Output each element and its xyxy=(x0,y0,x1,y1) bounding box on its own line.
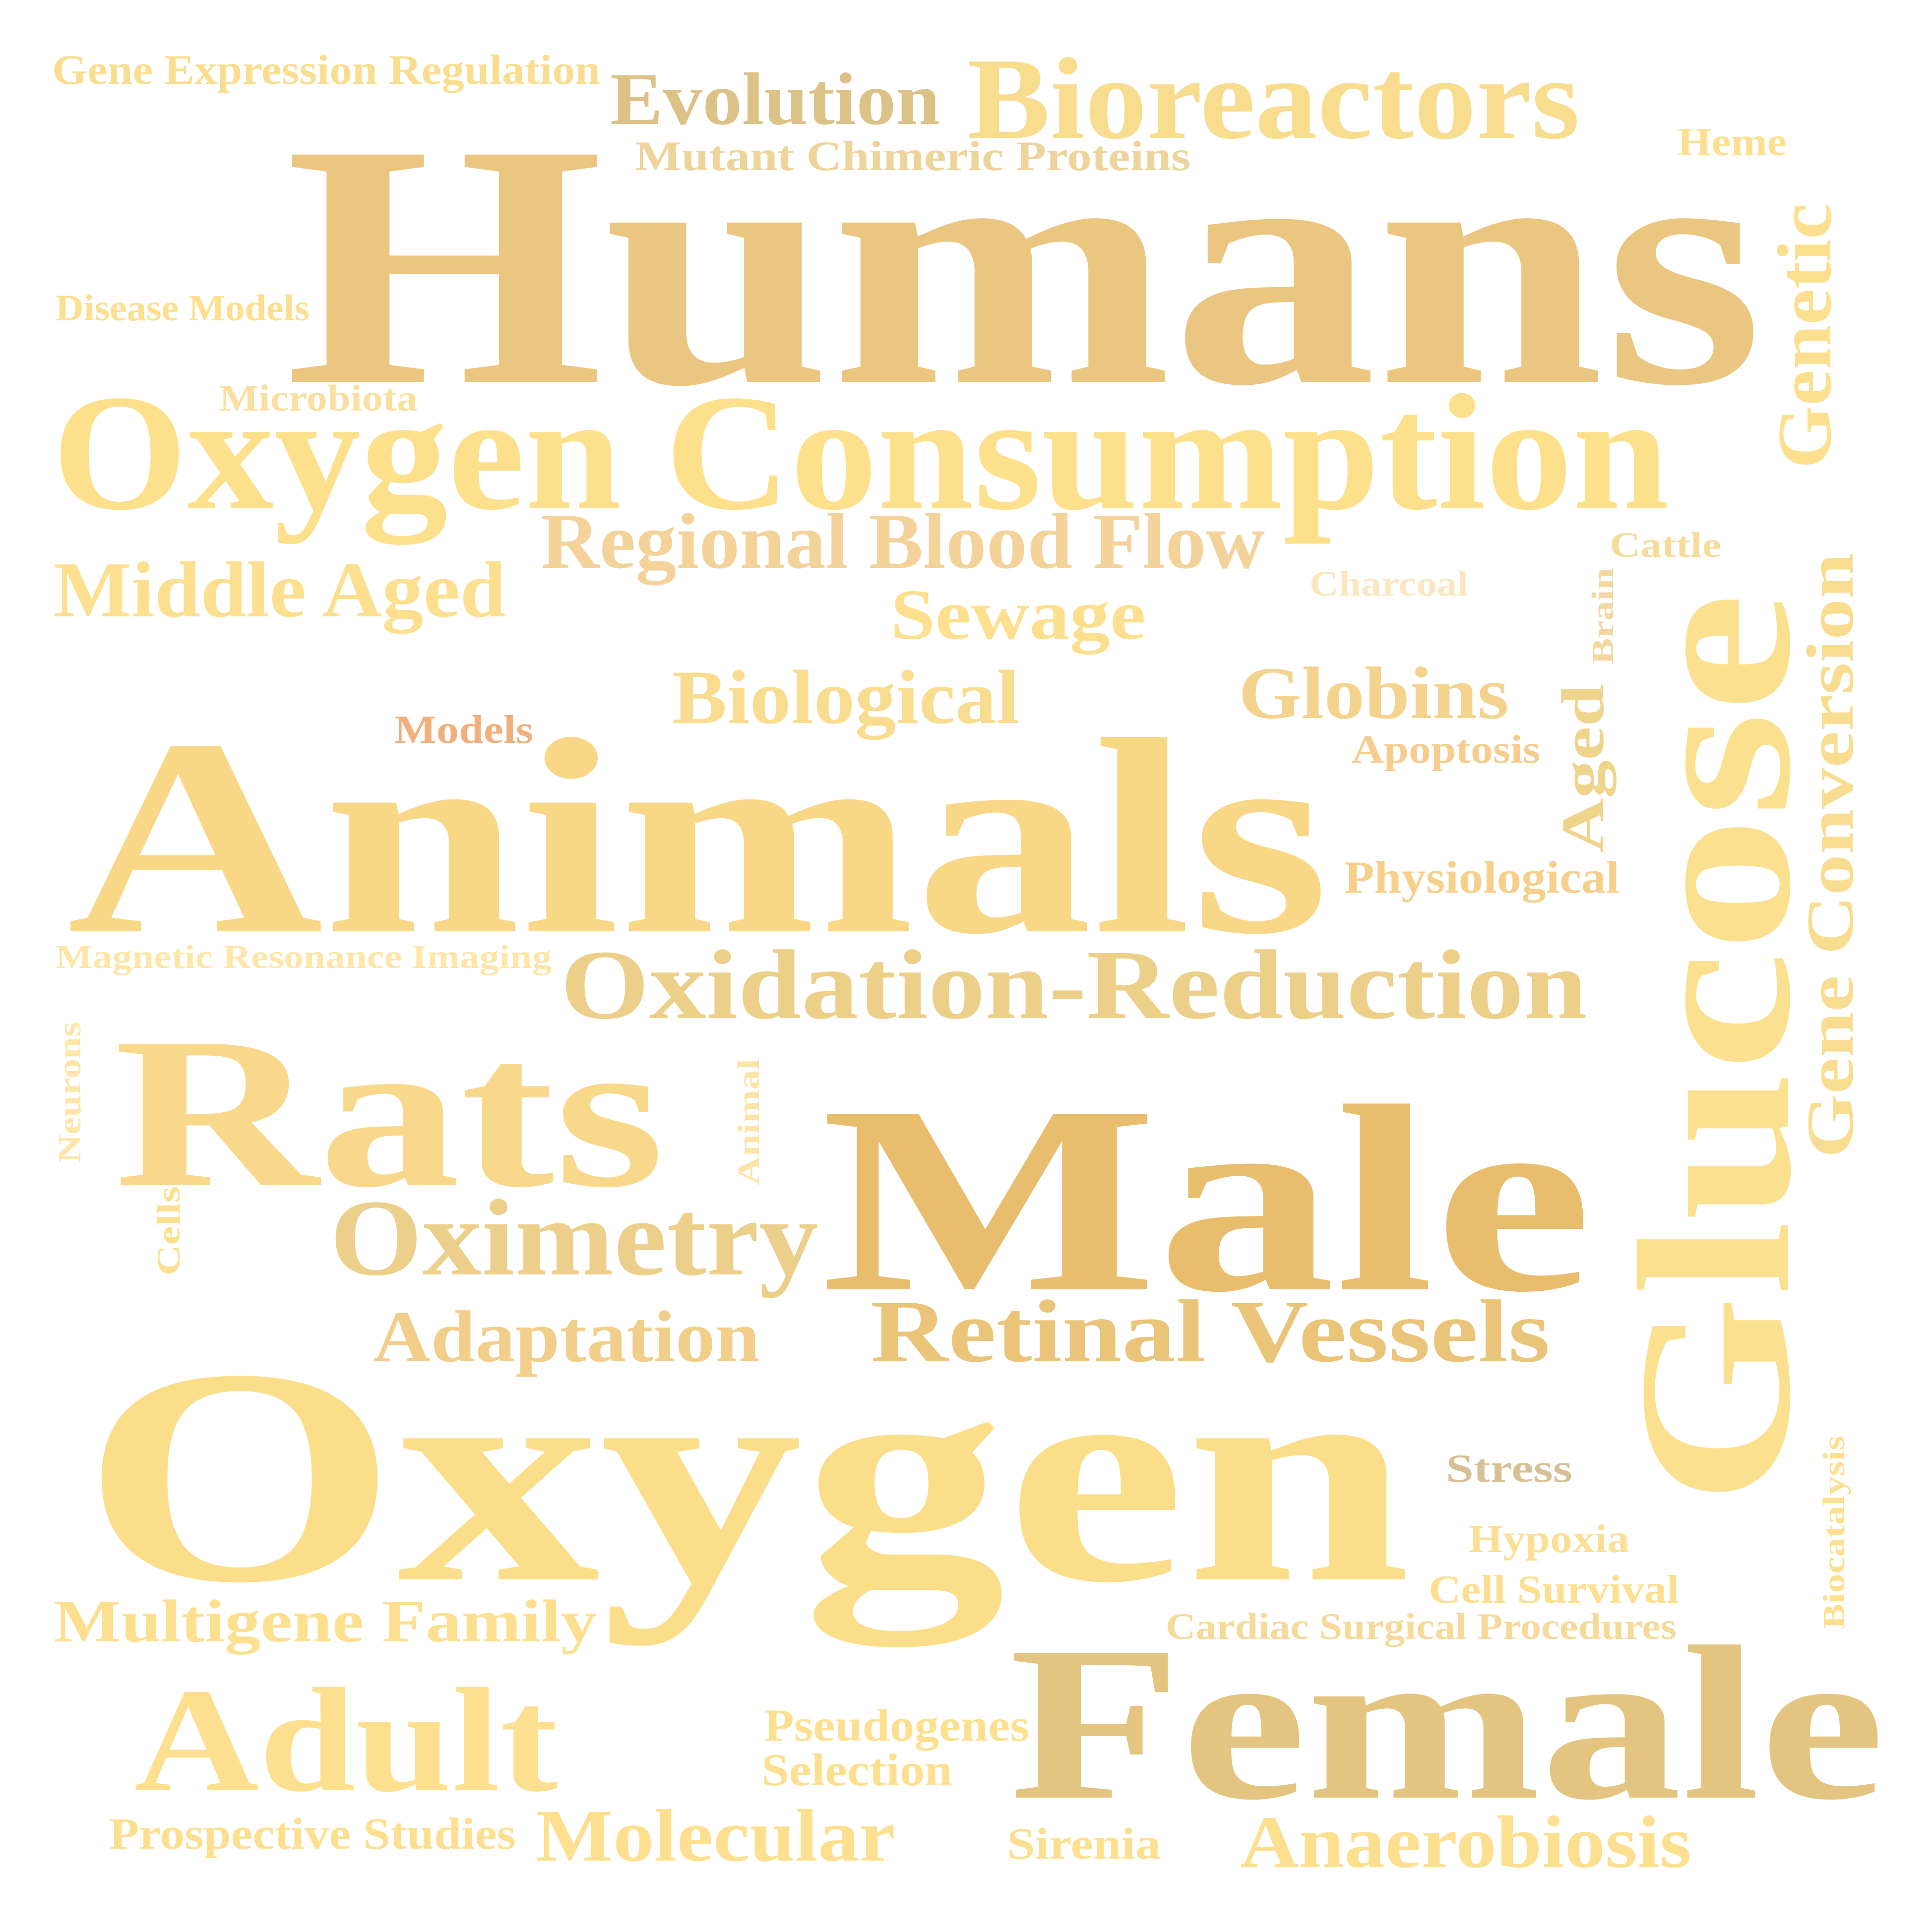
word-physiological: Physiological xyxy=(1344,852,1620,903)
word-apoptosis: Apoptosis xyxy=(1352,728,1540,772)
word-molecular: Molecular xyxy=(536,1795,895,1877)
word-cell-survival: Cell Survival xyxy=(1429,1568,1679,1612)
word-male: Male xyxy=(821,1051,1592,1347)
word-brain: Brain xyxy=(1586,568,1620,664)
word-evolution: Evolution xyxy=(610,58,940,140)
word-animal: Animal xyxy=(732,1059,766,1185)
word-heme: Heme xyxy=(1678,121,1787,164)
word-anaerobiosis: Anaerobiosis xyxy=(1240,1801,1691,1883)
word-animals: Animals xyxy=(67,682,1329,992)
word-oximetry: Oximetry xyxy=(330,1177,818,1298)
word-biocatalysis: Biocatalysis xyxy=(1817,1436,1851,1629)
word-bioreactors: Bioreactors xyxy=(967,34,1580,163)
word-prospective-studies: Prospective Studies xyxy=(109,1810,516,1859)
word-stress: Stress xyxy=(1446,1447,1572,1491)
word-multigene-family: Multigene Family xyxy=(54,1588,597,1655)
word-selection: Selection xyxy=(761,1745,952,1795)
word-mutant-chimeric-proteins: Mutant Chimeric Proteins xyxy=(635,133,1190,180)
word-aged: Aged xyxy=(1550,684,1617,853)
word-charcoal: Charcoal xyxy=(1309,564,1468,604)
word-adaptation: Adaptation xyxy=(373,1296,760,1378)
word-oxygen-consumption: Oxygen Consumption xyxy=(52,361,1669,547)
word-oxygen: Oxygen xyxy=(82,1306,1411,1651)
word-cells: Cells xyxy=(151,1186,187,1275)
word-retinal-vessels: Retinal Vessels xyxy=(871,1282,1550,1381)
word-cardiac-surgical-procedures: Cardiac Surgical Procedures xyxy=(1166,1606,1677,1647)
word-adult: Adult xyxy=(134,1658,560,1822)
word-female: Female xyxy=(1009,1601,1885,1846)
word-gene-expression-regulation: Gene Expression Regulation xyxy=(52,47,600,93)
word-humans: Humans xyxy=(285,73,1763,457)
word-biological: Biological xyxy=(672,655,1019,740)
word-sirenia: Sirenia xyxy=(1007,1819,1161,1869)
word-rats: Rats xyxy=(114,993,665,1232)
word-microbiota: Microbiota xyxy=(219,378,418,419)
word-genetic: Genetic xyxy=(1762,203,1847,469)
word-sewage: Sewage xyxy=(890,575,1146,655)
word-regional-blood-flow: Regional Blood Flow xyxy=(541,497,1265,586)
word-cattle: Cattle xyxy=(1610,525,1721,565)
word-hypoxia: Hypoxia xyxy=(1468,1517,1629,1561)
word-globins: Globins xyxy=(1239,652,1509,734)
word-glucose: Glucose xyxy=(1594,593,1836,1505)
word-disease-models: Disease Models xyxy=(56,288,310,329)
word-models: Models xyxy=(394,708,533,752)
word-middle-aged: Middle Aged xyxy=(54,545,506,634)
word-magnetic-resonance-imaging: Magnetic Resonance Imaging xyxy=(56,938,552,975)
word-oxidation-reduction: Oxidation-Reduction xyxy=(561,930,1587,1040)
word-pseudogenes: Pseudogenes xyxy=(764,1700,1029,1751)
word-gene-conversion: Gene Conversion xyxy=(1794,553,1868,1158)
word-neurons: Neurons xyxy=(52,1022,88,1163)
